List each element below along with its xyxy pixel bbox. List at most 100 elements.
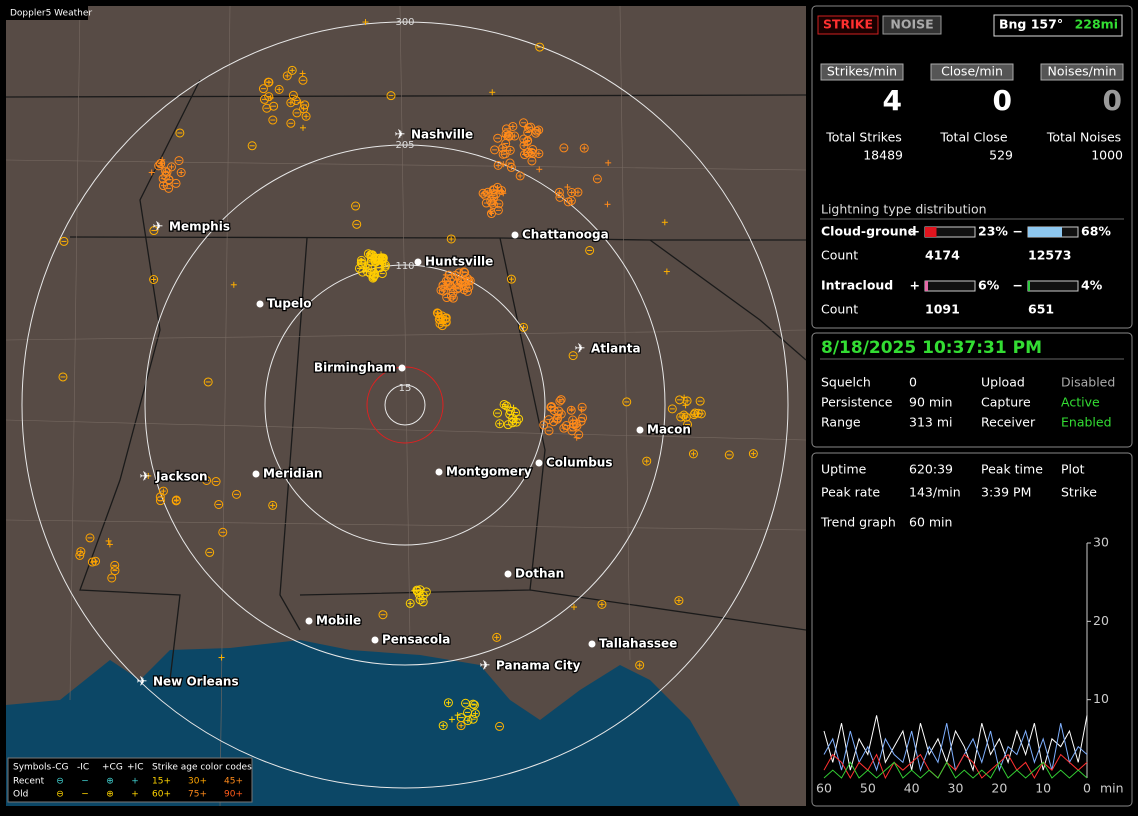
strike-symbol xyxy=(579,143,589,153)
strike-symbol xyxy=(544,426,554,436)
count-label: Count xyxy=(821,248,858,263)
strike-symbol xyxy=(58,372,68,382)
airport-icon: ✈ xyxy=(153,220,164,235)
city-label: Macon xyxy=(647,423,691,437)
strike-symbol xyxy=(577,402,587,412)
strike-symbol xyxy=(377,269,387,279)
rate-label-box xyxy=(820,63,904,81)
city-dot xyxy=(252,470,260,478)
strike-symbol xyxy=(214,499,224,509)
legend-header: Strike age color codes xyxy=(152,763,252,773)
app-label: Doppler5 Weather xyxy=(10,9,92,19)
bar-fill xyxy=(1028,227,1062,237)
strike-symbol xyxy=(263,77,273,87)
strike-symbol xyxy=(523,127,533,137)
stat: 143/min xyxy=(909,485,961,500)
strike-symbol xyxy=(468,714,478,724)
strike-symbol xyxy=(567,426,577,436)
legend-age: 90+ xyxy=(224,790,243,800)
strike-symbol xyxy=(674,596,684,606)
strike-symbol xyxy=(386,91,396,101)
legend-row-label: Old xyxy=(13,790,28,800)
noise-button[interactable] xyxy=(882,15,942,35)
strike-symbol xyxy=(247,141,257,151)
noise-button-label[interactable]: NOISE xyxy=(890,17,933,32)
strike-symbol xyxy=(597,599,607,609)
strike-symbol xyxy=(292,108,302,118)
strike-symbol xyxy=(492,182,502,192)
bearing-box xyxy=(993,14,1123,37)
strike-symbol xyxy=(748,449,758,459)
legend-box xyxy=(7,757,253,803)
legend-header: Symbols xyxy=(13,763,52,773)
strike-symbol xyxy=(288,90,298,100)
strike-symbol xyxy=(481,198,491,208)
total-value: 1000 xyxy=(1091,148,1123,163)
percent: 4% xyxy=(1081,278,1103,293)
legend-symbol: ⊖ xyxy=(56,790,64,800)
strike-symbol xyxy=(211,477,221,487)
strike-symbol xyxy=(534,125,544,135)
stat: 3:39 PM xyxy=(981,485,1031,500)
setting: Upload xyxy=(981,375,1025,390)
legend-age: 60+ xyxy=(152,790,171,800)
strike-symbol xyxy=(478,188,488,198)
strike-symbol xyxy=(107,573,117,583)
strike-button-label[interactable]: STRIKE xyxy=(823,17,873,32)
strike-symbol xyxy=(175,128,185,138)
city-label: Huntsville xyxy=(425,255,493,269)
panel xyxy=(811,5,1133,329)
strike-symbol xyxy=(492,632,502,642)
strike-symbol xyxy=(446,273,456,283)
strike-symbol xyxy=(287,65,297,75)
legend-age: 30+ xyxy=(188,777,207,787)
range-labels: 300 205 110 15 xyxy=(395,17,414,394)
strike-symbol xyxy=(76,547,86,557)
strike-symbol xyxy=(502,401,512,411)
clock: 8/18/2025 10:37:31 PM xyxy=(821,338,1042,358)
strike-symbol xyxy=(532,126,542,136)
rate-label: Strikes/min xyxy=(827,64,897,79)
strike-symbol xyxy=(269,101,279,111)
strike-symbol xyxy=(504,131,514,141)
bar-fill xyxy=(925,227,937,237)
map-legend: Symbols -CG -IC +CG +IC Strike age color code… xyxy=(7,757,253,803)
rate-value: 4 xyxy=(883,84,902,117)
x-tick-label: 0 xyxy=(1083,781,1091,796)
range-label: 300 xyxy=(395,17,414,28)
sign: − xyxy=(1013,278,1023,293)
strike-symbol xyxy=(486,209,496,219)
stat: Uptime xyxy=(821,462,867,477)
strike-button[interactable] xyxy=(817,15,879,35)
strike-symbol xyxy=(456,721,466,731)
trend-window: 60 min xyxy=(909,515,952,530)
city-label: Tallahassee xyxy=(599,637,677,651)
strike-symbol xyxy=(555,192,565,202)
strike-symbol xyxy=(405,598,415,608)
city-dot xyxy=(305,617,313,625)
city-label: Atlanta xyxy=(591,342,641,356)
strike-symbol xyxy=(464,276,474,286)
strike-symbol xyxy=(174,156,184,166)
airport-icon: ✈ xyxy=(575,342,586,357)
strike-symbol xyxy=(494,199,504,209)
strike-symbol xyxy=(555,396,565,406)
count: 1091 xyxy=(925,302,960,317)
x-tick-label: 40 xyxy=(904,781,920,796)
strike-symbol xyxy=(443,698,453,708)
y-tick-label: 10 xyxy=(1093,691,1109,706)
city-label: New Orleans xyxy=(153,675,239,689)
legend-symbol: − xyxy=(81,790,89,800)
strike-symbol xyxy=(544,415,554,425)
strike-symbol xyxy=(667,404,677,414)
airport-icon: ✈ xyxy=(137,675,148,690)
strike-symbol xyxy=(642,456,652,466)
strike-symbol xyxy=(435,319,445,329)
strike-symbol xyxy=(149,274,159,284)
strike-symbol xyxy=(171,496,181,506)
strike-symbol xyxy=(167,162,177,172)
strike-symbol xyxy=(441,317,451,327)
strike-symbol xyxy=(546,402,556,412)
stat: Plot xyxy=(1061,462,1085,477)
